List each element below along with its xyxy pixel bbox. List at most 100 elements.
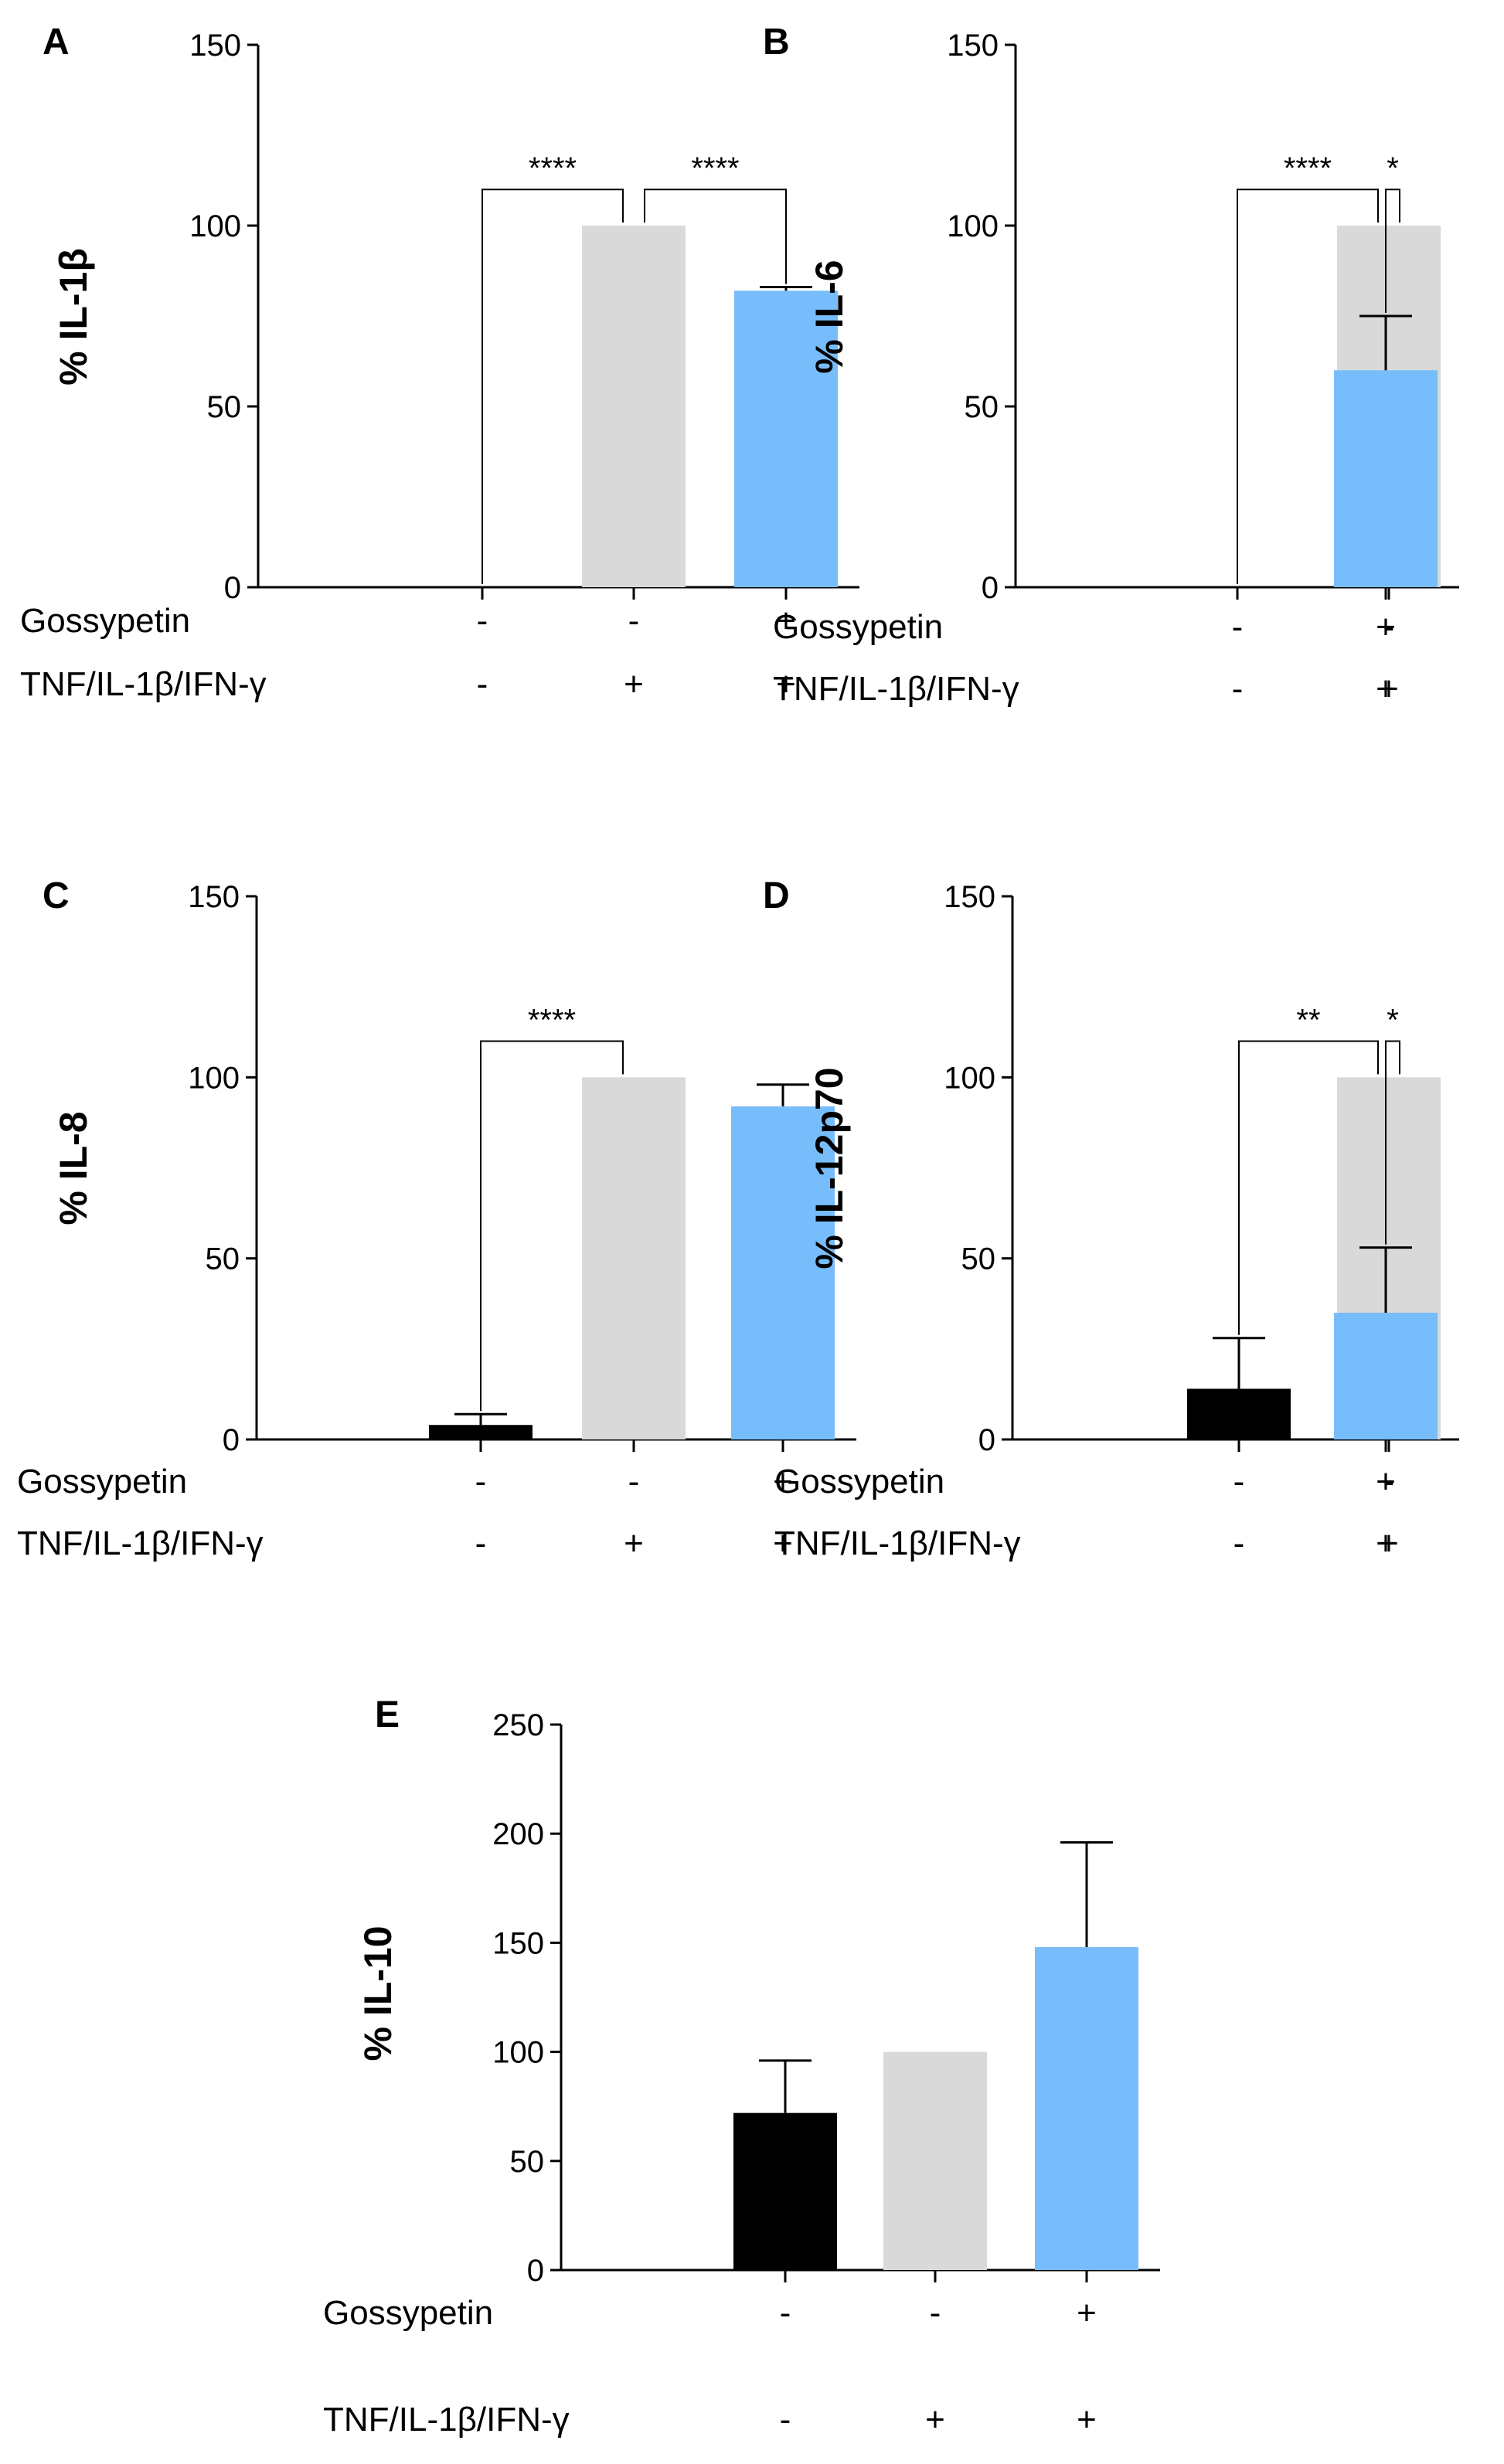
- panel-label: E: [375, 1694, 400, 1735]
- stimulus-sign: +: [624, 665, 644, 703]
- panel-label: C: [43, 875, 70, 916]
- significance-label: ****: [529, 151, 577, 185]
- bar: [1334, 370, 1438, 587]
- y-tick-label: 50: [207, 390, 242, 424]
- y-tick-label: 0: [527, 2254, 544, 2288]
- condition-label-stimulus: TNF/IL-1β/IFN-γ: [17, 1524, 264, 1562]
- bar: [1187, 1388, 1291, 1439]
- y-axis-label: % IL-8: [52, 1111, 95, 1225]
- gossypetin-sign: -: [1383, 1463, 1395, 1500]
- stimulus-sign: +: [1077, 2401, 1097, 2439]
- stimulus-sign: +: [773, 1524, 793, 1562]
- stimulus-sign: +: [1376, 670, 1396, 708]
- stimulus-sign: +: [1379, 670, 1399, 708]
- significance-label: ****: [528, 1003, 576, 1037]
- significance-bracket: [644, 189, 787, 284]
- stimulus-sign: +: [624, 1524, 644, 1562]
- bar: [1035, 1947, 1138, 2270]
- bar: [733, 2112, 837, 2270]
- panel-label: A: [43, 22, 70, 63]
- y-tick-label: 150: [947, 29, 999, 63]
- condition-label-stimulus: TNF/IL-1β/IFN-γ: [774, 1524, 1021, 1562]
- gossypetin-sign: -: [780, 2294, 791, 2332]
- significance-bracket: [1237, 189, 1379, 584]
- stimulus-sign: +: [1379, 1524, 1399, 1562]
- bar: [1334, 1312, 1438, 1439]
- bar: [582, 226, 686, 587]
- gossypetin-sign: -: [475, 1463, 487, 1500]
- stimulus-sign: +: [776, 665, 796, 703]
- y-tick-label: 100: [189, 209, 241, 243]
- bar: [429, 1425, 533, 1439]
- gossypetin-sign: +: [1376, 608, 1396, 646]
- y-tick-label: 100: [947, 209, 999, 243]
- y-tick-label: 150: [944, 880, 995, 914]
- gossypetin-sign: +: [1376, 1463, 1396, 1500]
- panel-a: A 0 50 100 150 % IL-1β **** **** Gossypetin TNF/I…: [20, 22, 859, 703]
- gossypetin-sign: +: [1077, 2294, 1097, 2332]
- stimulus-sign: -: [1233, 1524, 1245, 1562]
- condition-label-gossypetin: Gossypetin: [773, 608, 943, 646]
- condition-label-gossypetin: Gossypetin: [20, 602, 190, 640]
- condition-label-stimulus: TNF/IL-1β/IFN-γ: [20, 665, 267, 703]
- y-tick-label: 50: [965, 390, 999, 424]
- bar: [582, 1077, 686, 1439]
- condition-label-gossypetin: Gossypetin: [774, 1463, 944, 1500]
- condition-label-stimulus: TNF/IL-1β/IFN-γ: [773, 670, 1019, 708]
- gossypetin-sign: -: [628, 602, 640, 640]
- stimulus-sign: +: [1376, 1524, 1396, 1562]
- gossypetin-sign: -: [628, 1463, 640, 1500]
- significance-bracket: [480, 1040, 624, 1412]
- gossypetin-sign: -: [930, 2294, 941, 2332]
- y-tick-label: 50: [510, 2145, 545, 2179]
- y-tick-label: 0: [978, 1423, 995, 1457]
- y-axis-label: % IL-1β: [52, 248, 95, 386]
- y-tick-label: 50: [206, 1242, 240, 1276]
- panel-c: C 0 50 100 150 % IL-8 **** Gossypetin TNF/IL-1β/…: [17, 875, 856, 1562]
- gossypetin-sign: +: [776, 602, 796, 640]
- bar: [883, 2051, 987, 2270]
- y-tick-label: 150: [189, 29, 241, 63]
- y-tick-label: 0: [982, 571, 999, 605]
- significance-label: **: [1296, 1003, 1320, 1037]
- gossypetin-sign: -: [477, 602, 488, 640]
- condition-label-stimulus: TNF/IL-1β/IFN-γ: [323, 2401, 570, 2439]
- significance-label: ****: [1284, 151, 1332, 185]
- condition-label-gossypetin: Gossypetin: [323, 2294, 493, 2332]
- significance-label: *: [1387, 151, 1399, 185]
- y-tick-label: 150: [492, 1926, 544, 1960]
- y-tick-label: 100: [188, 1061, 240, 1095]
- stimulus-sign: -: [780, 2401, 791, 2439]
- y-tick-label: 50: [961, 1242, 996, 1276]
- y-axis-label: % IL-10: [356, 1925, 400, 2061]
- stimulus-sign: +: [925, 2401, 945, 2439]
- y-tick-label: 150: [188, 880, 240, 914]
- y-tick-label: 0: [224, 571, 241, 605]
- gossypetin-sign: -: [1383, 608, 1395, 646]
- y-tick-label: 100: [492, 2036, 544, 2070]
- significance-bracket: [1238, 1040, 1379, 1335]
- bar: [734, 291, 838, 587]
- condition-label-gossypetin: Gossypetin: [17, 1463, 187, 1500]
- stimulus-sign: -: [1232, 670, 1244, 708]
- y-tick-label: 100: [944, 1061, 995, 1095]
- significance-bracket: [1385, 189, 1400, 313]
- panel-label: D: [763, 875, 790, 916]
- significance-label: ****: [691, 151, 739, 185]
- gossypetin-sign: +: [773, 1463, 793, 1500]
- significance-bracket: [481, 189, 624, 584]
- y-axis-label: % IL-6: [808, 260, 851, 373]
- gossypetin-sign: -: [1232, 608, 1244, 646]
- significance-bracket: [1385, 1040, 1400, 1245]
- stimulus-sign: -: [477, 665, 488, 703]
- gossypetin-sign: -: [1233, 1463, 1245, 1500]
- panel-label: B: [763, 22, 790, 63]
- significance-label: *: [1387, 1003, 1399, 1037]
- bar: [731, 1106, 835, 1439]
- y-tick-label: 250: [492, 1708, 544, 1742]
- y-tick-label: 200: [492, 1817, 544, 1851]
- panel-e: E 0 50 100 150 200 250 % IL-10 Gossypetin TNF/IL-…: [323, 1694, 1160, 2439]
